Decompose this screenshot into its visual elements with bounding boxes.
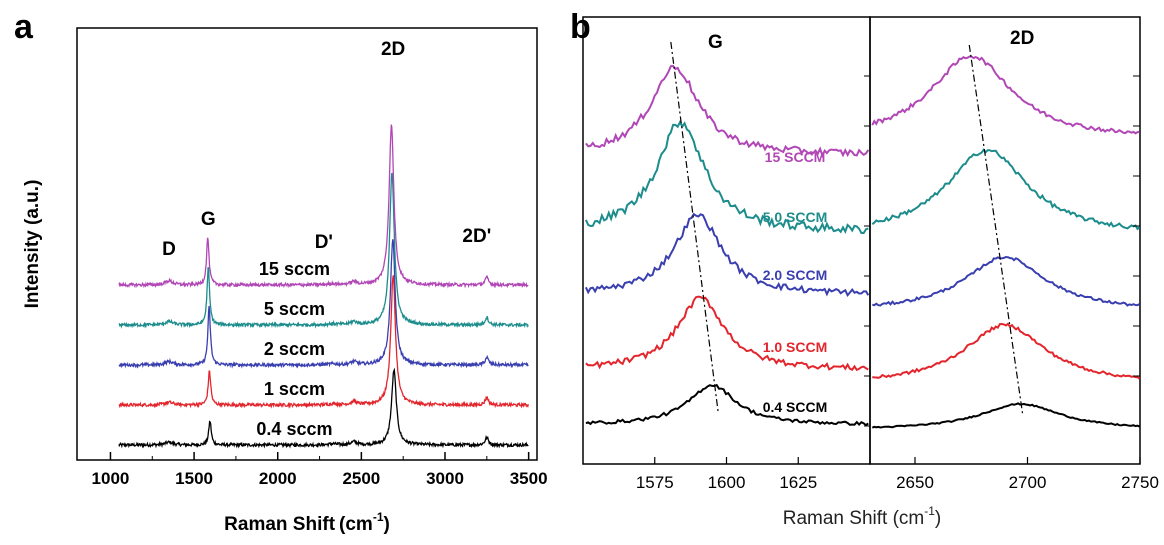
panel-a-x-tick-label: 1500 xyxy=(175,469,213,488)
panel-a-series-label: 15 sccm xyxy=(259,259,330,279)
panel-b-peak-label-2d: 2D xyxy=(1010,28,1034,49)
panel-b-series-label: 2.0 SCCM xyxy=(763,267,828,283)
panel-b: 1575 1600 1625 2650 2700 2750 15 SCCM 5.0 SCCM… xyxy=(582,16,1159,529)
panel-a-x-tick-label: 2000 xyxy=(259,469,297,488)
panel-b-x-tick-label: 2750 xyxy=(1121,473,1159,492)
panel-a-x-tick-label: 3000 xyxy=(426,469,464,488)
panel-a-x-title-close: ) xyxy=(384,514,390,535)
panel-a-series-labels: 15 sccm 5 sccm 2 sccm 1 sccm 0.4 sccm xyxy=(256,259,332,439)
panel-a-peak-label: D xyxy=(162,239,176,260)
panel-b-g-series-line xyxy=(584,212,870,298)
panel-b-2d-frame xyxy=(869,16,1141,465)
panel-b-2d-peak-trend-line xyxy=(968,44,1024,416)
panel-a-y-axis-title: Intensity (a.u.) xyxy=(22,180,43,309)
panel-b-2d-series-line xyxy=(871,402,1140,429)
panel-b-series-label: 1.0 SCCM xyxy=(763,339,828,355)
panel-b-g-peak-trend-line xyxy=(670,41,719,413)
panel-b-x-tick-label: 2700 xyxy=(1009,473,1047,492)
panel-b-series-label: 15 SCCM xyxy=(765,149,826,165)
panel-b-series-label: 0.4 SCCM xyxy=(763,399,828,415)
panel-a-series-label: 1 sccm xyxy=(264,379,325,399)
panel-b-2d-series-line xyxy=(871,148,1141,231)
panel-b-2d-series-line xyxy=(872,255,1140,307)
panel-a-curves xyxy=(118,124,529,449)
panel-a-series-line xyxy=(118,275,529,409)
panel-b-x-tick-label: 2650 xyxy=(896,473,934,492)
panel-b-g-frame xyxy=(582,16,871,465)
panel-a-series-label: 2 sccm xyxy=(264,339,325,359)
panel-a-peak-label: G xyxy=(201,209,216,230)
panel-a-peak-label: 2D' xyxy=(462,226,491,247)
panel-a-peak-label: 2D xyxy=(381,39,405,60)
panel-b-x-title-sup: -1 xyxy=(924,504,935,518)
panel-b-curves xyxy=(584,41,1141,429)
panel-a-x-title-unit: (cm xyxy=(339,514,373,535)
panel-a-letter: a xyxy=(14,8,34,46)
panel-a-x-title-main: Raman Shift xyxy=(224,514,336,535)
panel-a-peak-labels: D G D' 2D 2D' xyxy=(162,39,491,260)
panel-b-x-tick-label: 1600 xyxy=(708,473,746,492)
panel-a-x-title-sup: -1 xyxy=(373,510,384,524)
panel-b-letter: b xyxy=(570,8,591,46)
panel-b-2d-series-line xyxy=(872,322,1141,380)
panel-b-2d-series-line xyxy=(871,55,1140,135)
panel-a-frame xyxy=(76,27,538,461)
panel-b-series-label: 5.0 SCCM xyxy=(763,209,828,225)
panel-b-g-series-line xyxy=(585,295,869,372)
panel-a-x-tick-label: 1000 xyxy=(92,469,130,488)
panel-b-series-labels: 15 SCCM 5.0 SCCM 2.0 SCCM 1.0 SCCM 0.4 SCCM xyxy=(763,149,828,415)
panel-a: 1000 1500 2000 2500 3000 3500 D G D' 2D 2D' 15 sc… xyxy=(22,27,548,535)
panel-a-series-label: 5 sccm xyxy=(264,299,325,319)
panel-b-g-series-line xyxy=(585,383,869,427)
panel-b-x-title-main: Raman Shift (cm xyxy=(783,508,924,529)
panel-a-peak-label: D' xyxy=(315,232,333,253)
panel-a-series-line xyxy=(118,239,529,369)
panel-b-y-ticks xyxy=(864,75,1140,427)
panel-b-x-ticks: 1575 1600 1625 2650 2700 2750 xyxy=(636,457,1159,492)
panel-a-x-tick-label: 2500 xyxy=(342,469,380,488)
panel-a-x-ticks: 1000 1500 2000 2500 3000 3500 xyxy=(92,452,548,488)
panel-a-x-tick-label: 3500 xyxy=(510,469,548,488)
panel-b-peak-label-g: G xyxy=(708,32,723,53)
panel-b-x-axis-title: Raman Shift (cm-1) xyxy=(783,504,941,529)
panel-a-series-line xyxy=(118,124,529,289)
panel-b-g-series-line xyxy=(584,120,869,235)
panel-b-x-tick-label: 1625 xyxy=(779,473,817,492)
panel-a-x-axis-title: Raman Shift (cm-1) xyxy=(224,510,390,535)
panel-a-series-line xyxy=(118,172,529,329)
panel-a-series-label: 0.4 sccm xyxy=(256,419,332,439)
panel-b-x-tick-label: 1575 xyxy=(636,473,674,492)
panel-b-g-series-line xyxy=(585,64,870,158)
panel-b-x-title-close: ) xyxy=(935,508,941,529)
panel-a-series-line xyxy=(118,367,529,449)
